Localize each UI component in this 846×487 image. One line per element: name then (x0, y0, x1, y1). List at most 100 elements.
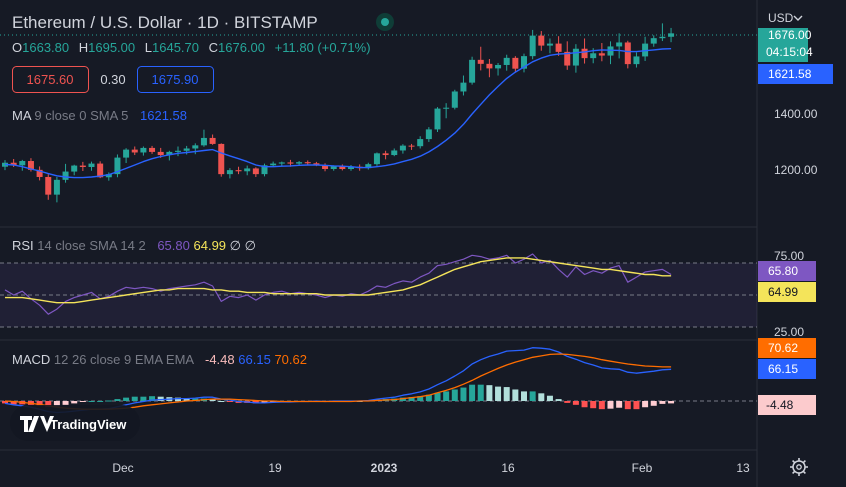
macd-histogram-bar (261, 401, 268, 403)
candles-layer (2, 23, 675, 203)
candle-body (616, 42, 623, 47)
ma-legend-params: 9 close 0 SMA 5 (34, 108, 128, 123)
macd-hist-badge (758, 395, 816, 415)
currency-label[interactable]: USD (768, 11, 794, 25)
macd-histogram-bar (183, 398, 190, 401)
candle-body (408, 145, 415, 147)
chevron-down-icon[interactable] (793, 15, 803, 21)
rsi-legend[interactable]: RSI 14 close SMA 14 2 65.80 64.99 ∅ ∅ (12, 238, 256, 253)
candle-body (443, 107, 450, 109)
macd-histogram-bar (71, 401, 78, 404)
candle-body (296, 162, 303, 164)
candle-body (10, 162, 17, 166)
macd-histogram-bar (399, 397, 406, 401)
macd-signal-badge (758, 338, 816, 358)
macd-histogram-bar (252, 401, 259, 404)
candle-body (218, 143, 225, 175)
candle-body (659, 36, 666, 39)
candle-body (79, 165, 86, 168)
macd-histogram-bar (218, 401, 225, 402)
candle-body (226, 170, 233, 175)
macd-histogram-bar (97, 401, 104, 402)
candle-body (322, 165, 329, 169)
macd-histogram-bar (503, 387, 510, 401)
macd-histogram-bar (668, 401, 675, 404)
macd-histogram-bar (79, 401, 86, 402)
gear-icon-hub (796, 464, 802, 470)
bid-price: 1675.60 (27, 72, 74, 87)
date-tick-16: 16 (501, 461, 515, 475)
macd-histogram-bar (650, 401, 657, 406)
countdown-badge (758, 42, 808, 62)
candle-body (244, 168, 251, 172)
macd-histogram-bar (572, 401, 579, 405)
macd-histogram-bar (2, 401, 8, 404)
macd-histogram-bar (581, 401, 588, 408)
candle-body (209, 137, 216, 144)
date-tick-13: 13 (736, 461, 750, 475)
candle-body (555, 43, 562, 52)
macd-histogram-bar (451, 389, 458, 401)
macd-histogram-bar (495, 386, 502, 401)
candle-body (538, 35, 545, 46)
ma-badge (758, 64, 833, 84)
macd-legend-name: MACD (12, 352, 50, 367)
rsi-sma-line (5, 257, 672, 304)
macd-histogram-bar (62, 401, 69, 405)
rsi-badge (758, 261, 816, 281)
date-tick-feb: Feb (632, 461, 653, 475)
candle-body (123, 149, 130, 158)
macd-histogram-bar (270, 401, 277, 403)
candle-body (512, 57, 519, 69)
gear-icon-teeth (790, 458, 808, 476)
macd-histogram-bar (45, 401, 52, 407)
rsi-legend-value: 65.80 (157, 238, 190, 253)
date-tick-2023: 2023 (371, 461, 398, 475)
sell-button[interactable] (12, 66, 89, 93)
candle-body (373, 153, 380, 165)
candle-body (417, 139, 424, 147)
candle-body (425, 129, 432, 140)
macd-legend[interactable]: MACD 12 26 close 9 EMA EMA -4.48 66.15 7… (12, 352, 307, 367)
candle-body (624, 42, 631, 65)
candle-body (668, 33, 675, 37)
watermark-pill[interactable] (10, 405, 140, 441)
candle-body (140, 147, 147, 153)
date-tick-dec: Dec (112, 461, 133, 475)
rsi-legend-name: RSI (12, 238, 34, 253)
ma-line (4, 48, 672, 179)
macd-histogram-bar (149, 396, 156, 401)
macd-histogram-bar (425, 394, 432, 401)
candle-body (572, 48, 579, 66)
candle-body (270, 163, 277, 166)
rsi-legend-sma: 64.99 (194, 238, 227, 253)
macd-line-badge (758, 359, 816, 379)
buy-button[interactable] (137, 66, 214, 93)
candle-body (200, 137, 207, 146)
candle-body (71, 165, 78, 172)
candle-body (97, 163, 104, 178)
macd-histogram-bar (105, 400, 112, 402)
macd-histogram-bar (546, 395, 553, 401)
gear-icon[interactable] (790, 458, 808, 476)
macd-histogram-bar (633, 401, 640, 410)
macd-histogram-bar (624, 401, 631, 410)
macd-histogram-bar (486, 385, 493, 401)
spread-value: 0.30 (100, 72, 125, 87)
macd-legend-macd: 66.15 (238, 352, 271, 367)
macd-histogram-bar (564, 401, 571, 403)
rsi-tick-25: 25.00 (774, 325, 804, 339)
candle-body (469, 59, 476, 83)
candle-body (365, 164, 372, 169)
ma-legend[interactable]: MA 9 close 0 SMA 5 1621.58 (12, 108, 187, 123)
candle-body (157, 151, 164, 156)
candle-body (36, 169, 43, 177)
candle-body (650, 38, 657, 44)
candle-body (546, 43, 553, 46)
macd-histogram-bar (88, 401, 95, 402)
macd-histogram-bar (443, 391, 450, 401)
macd-histogram-bar (469, 384, 476, 401)
candle-body (62, 171, 69, 180)
ask-price: 1675.90 (152, 72, 199, 87)
